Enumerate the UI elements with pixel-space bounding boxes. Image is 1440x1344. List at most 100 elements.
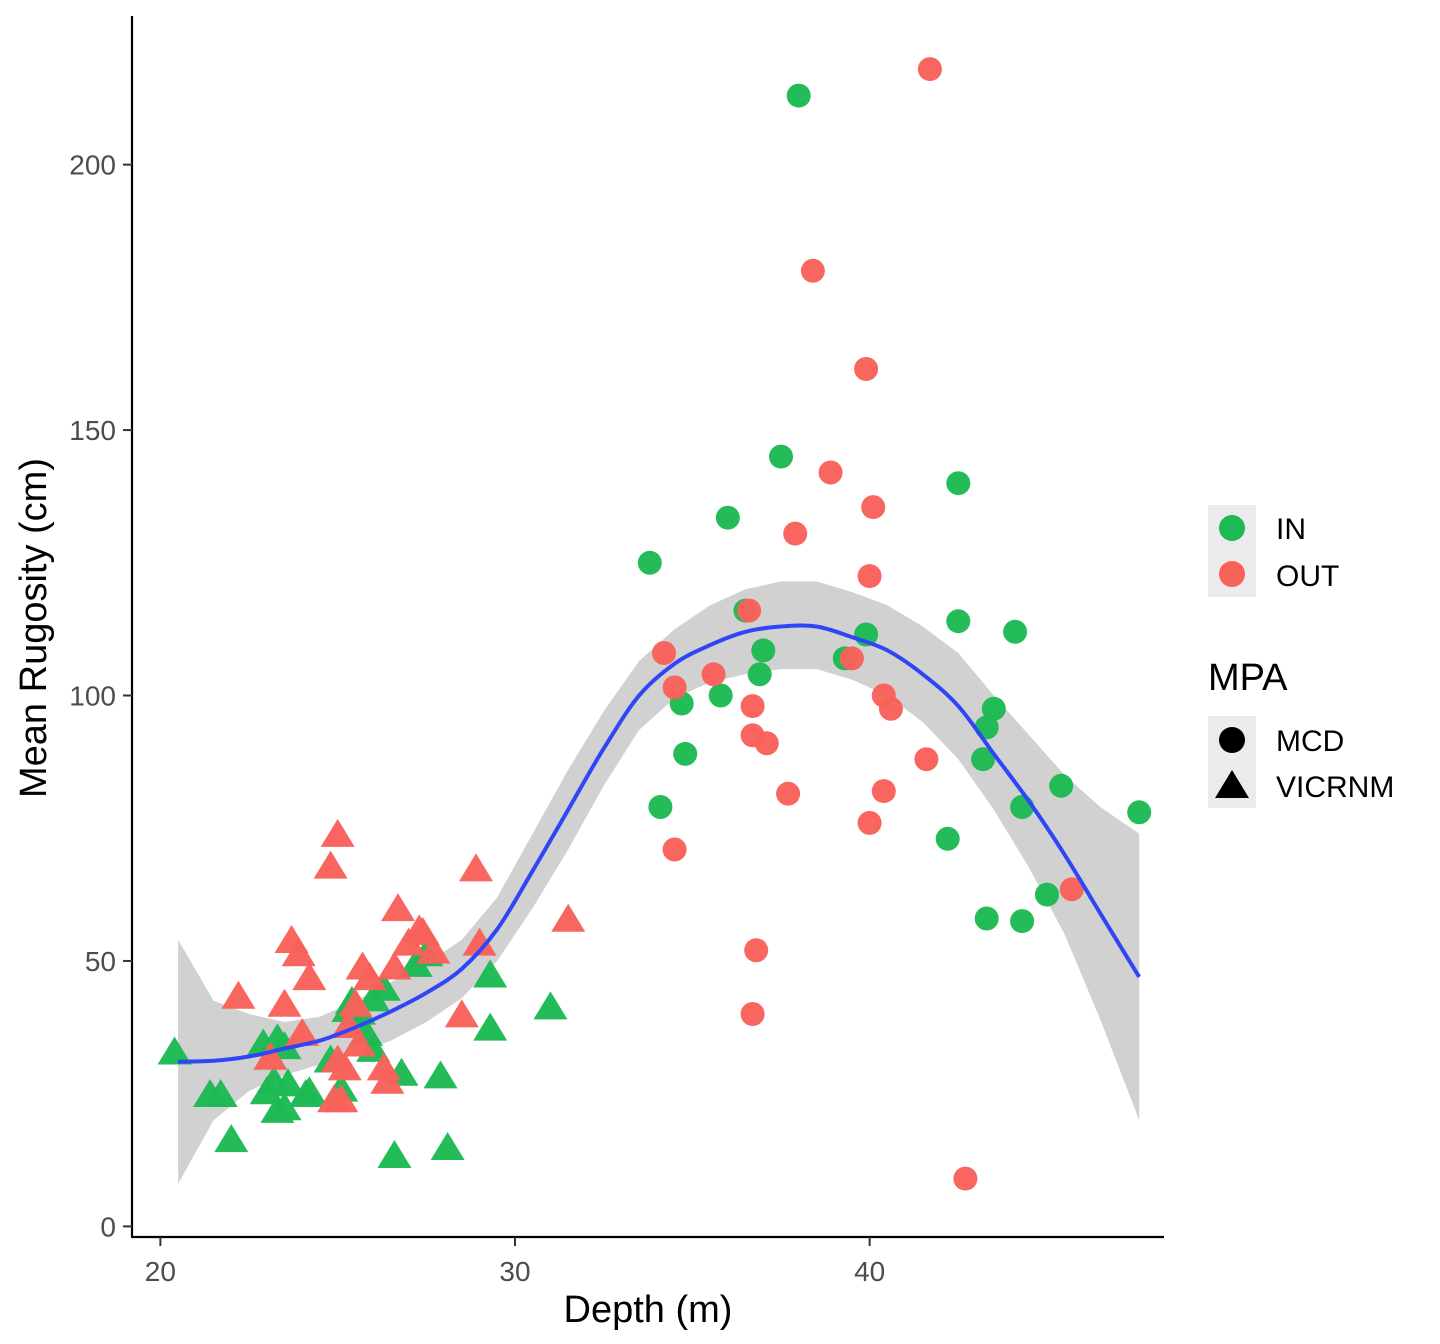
- data-point-out-vicrnm: [551, 903, 586, 932]
- data-point-in-vicrnm: [267, 1092, 302, 1121]
- data-point-out-vicrnm: [313, 850, 348, 879]
- confidence-ribbon: [178, 581, 1140, 1184]
- data-point-out-mcd: [652, 641, 676, 665]
- data-point-out-vicrnm: [370, 1065, 405, 1094]
- x-axis-title: Depth (m): [564, 1289, 733, 1331]
- y-axis-title: Mean Rugosity (cm): [13, 458, 55, 798]
- data-point-out-vicrnm: [292, 962, 327, 991]
- data-point-in-vicrnm: [430, 1132, 465, 1161]
- smooth-trend-line: [178, 623, 1141, 1064]
- data-point-out-mcd: [662, 837, 687, 862]
- data-point-out-vicrnm: [366, 1052, 401, 1081]
- data-point-out-mcd: [744, 938, 769, 963]
- legend-vicrnm-label: VICRNM: [1276, 771, 1394, 804]
- data-point-out-mcd: [754, 731, 779, 756]
- data-point-out-mcd: [953, 1166, 978, 1191]
- data-point-out-mcd: [861, 495, 886, 520]
- data-point-out-vicrnm: [331, 1009, 366, 1038]
- data-point-out-mcd: [878, 696, 903, 721]
- legend-out-key: [1219, 561, 1245, 587]
- y-tick-label: 0: [100, 1211, 116, 1242]
- data-point-out-vicrnm: [416, 935, 451, 964]
- smooth-line-layer: [178, 623, 1141, 1064]
- legend-vicrnm-key: [1215, 770, 1249, 798]
- data-point-out-mcd: [857, 810, 882, 835]
- data-point-in-vicrnm: [271, 1068, 306, 1097]
- y-tick-label: 150: [69, 415, 116, 446]
- y-tick-label: 100: [69, 681, 116, 712]
- data-point-in-mcd: [971, 747, 996, 772]
- data-point-out-mcd: [871, 779, 896, 804]
- x-tick-label: 40: [854, 1256, 885, 1287]
- data-point-out-mcd: [737, 598, 762, 623]
- data-point-in-mcd: [637, 550, 662, 575]
- ticks-layer: 20 30 40 0 50 100 150 200: [69, 150, 885, 1287]
- y-tick-label: 50: [85, 946, 116, 977]
- legend: IN OUT MPA MCD VICRNM: [1208, 505, 1394, 808]
- data-point-out-vicrnm: [281, 938, 316, 967]
- data-point-in-mcd: [1049, 773, 1074, 798]
- data-point-out-vicrnm: [459, 853, 493, 882]
- data-point-in-mcd: [946, 471, 971, 496]
- data-point-out-vicrnm: [352, 962, 387, 991]
- data-point-out-vicrnm: [327, 1052, 362, 1081]
- data-point-in-vicrnm: [377, 1140, 412, 1169]
- data-point-in-vicrnm: [533, 991, 568, 1020]
- data-point-in-vicrnm: [157, 1036, 192, 1065]
- data-points-layer: [157, 57, 1152, 1191]
- data-point-in-mcd: [946, 609, 971, 634]
- data-point-in-mcd: [981, 696, 1006, 721]
- data-point-out-vicrnm: [444, 999, 479, 1028]
- data-point-in-vicrnm: [423, 1060, 458, 1089]
- data-point-out-mcd: [783, 521, 808, 546]
- data-point-in-mcd: [1127, 800, 1152, 825]
- data-point-out-mcd: [701, 662, 726, 687]
- data-point-in-mcd: [715, 505, 740, 530]
- y-tick-label: 200: [69, 150, 116, 181]
- data-point-out-mcd: [857, 564, 882, 589]
- data-point-in-mcd: [673, 741, 698, 766]
- data-point-in-mcd: [974, 906, 999, 931]
- data-point-out-mcd: [854, 357, 879, 381]
- data-point-out-mcd: [839, 646, 864, 671]
- data-point-in-vicrnm: [214, 1124, 249, 1153]
- legend-in-label: IN: [1276, 513, 1306, 546]
- data-point-in-mcd: [648, 795, 673, 819]
- data-point-out-mcd: [917, 57, 942, 82]
- data-point-in-mcd: [708, 683, 733, 708]
- data-point-out-vicrnm: [267, 988, 302, 1017]
- data-point-out-vicrnm: [462, 927, 497, 956]
- data-point-out-mcd: [800, 258, 825, 283]
- data-point-out-mcd: [818, 460, 843, 485]
- legend-out-label: OUT: [1276, 560, 1339, 593]
- confidence-ribbon-layer: [178, 581, 1140, 1184]
- axes-layer: [130, 16, 1164, 1239]
- data-point-in-mcd: [1003, 619, 1028, 644]
- data-point-in-mcd: [769, 444, 793, 469]
- data-point-out-mcd: [662, 675, 687, 700]
- data-point-in-vicrnm: [203, 1078, 238, 1107]
- data-point-in-mcd: [786, 83, 811, 108]
- data-point-out-vicrnm: [377, 951, 412, 980]
- data-point-out-mcd: [776, 781, 801, 806]
- data-point-out-mcd: [740, 694, 765, 719]
- data-point-out-mcd: [740, 1002, 765, 1026]
- legend-mcd-key: [1219, 727, 1245, 753]
- data-point-out-mcd: [914, 747, 939, 772]
- legend-mcd-label: MCD: [1276, 725, 1344, 758]
- legend-in-key: [1219, 515, 1245, 541]
- data-point-out-vicrnm: [320, 818, 355, 847]
- data-point-in-mcd: [935, 826, 960, 851]
- data-point-out-vicrnm: [380, 893, 415, 922]
- data-point-out-vicrnm: [341, 1028, 376, 1057]
- data-point-out-vicrnm: [285, 1017, 320, 1046]
- data-point-in-mcd: [1035, 882, 1059, 907]
- data-point-out-mcd: [1059, 877, 1084, 902]
- data-point-out-vicrnm: [221, 980, 256, 1009]
- data-point-in-mcd: [751, 638, 776, 663]
- data-point-in-vicrnm: [473, 1012, 508, 1041]
- data-point-in-vicrnm: [292, 1076, 327, 1105]
- data-point-out-vicrnm: [405, 917, 440, 946]
